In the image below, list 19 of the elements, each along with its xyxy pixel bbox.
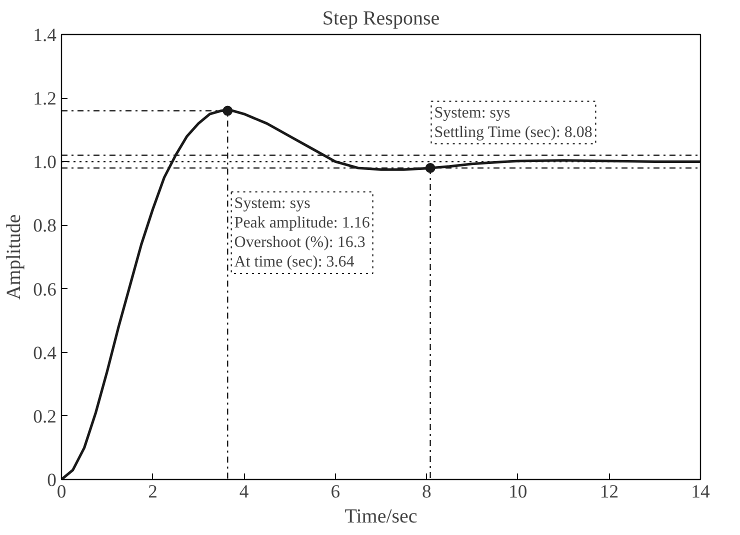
x-tick-label: 4 (239, 482, 250, 502)
x-tick-label: 8 (422, 482, 432, 502)
x-axis-title: Time/sec (344, 506, 418, 528)
y-axis-title: Amplitude (3, 214, 26, 300)
annotation: System: sys Peak amplitude: 1.16 Overshoot (%): 16.3 At time (sec): 3.64 (234, 194, 370, 270)
y-tick-label: 0.2 (33, 406, 57, 428)
x-tick-label: 10 (508, 482, 528, 502)
y-tick-label: 1.0 (33, 152, 57, 174)
x-tick-label: 14 (691, 482, 710, 502)
x-tick-label: 2 (148, 482, 158, 502)
x-tick-label: 12 (600, 482, 619, 502)
x-tick-label: 6 (330, 482, 340, 502)
chart-title: Step Response (322, 8, 440, 30)
y-tick-label: 0.6 (33, 279, 57, 300)
y-tick-label: 0.4 (33, 342, 58, 364)
y-tick-label: 1.4 (33, 25, 58, 46)
y-tick-label: 1.2 (33, 88, 57, 110)
y-tick-label: 0.8 (33, 216, 57, 237)
annotation: System: sys Settling Time (sec): 8.08 (434, 104, 592, 141)
